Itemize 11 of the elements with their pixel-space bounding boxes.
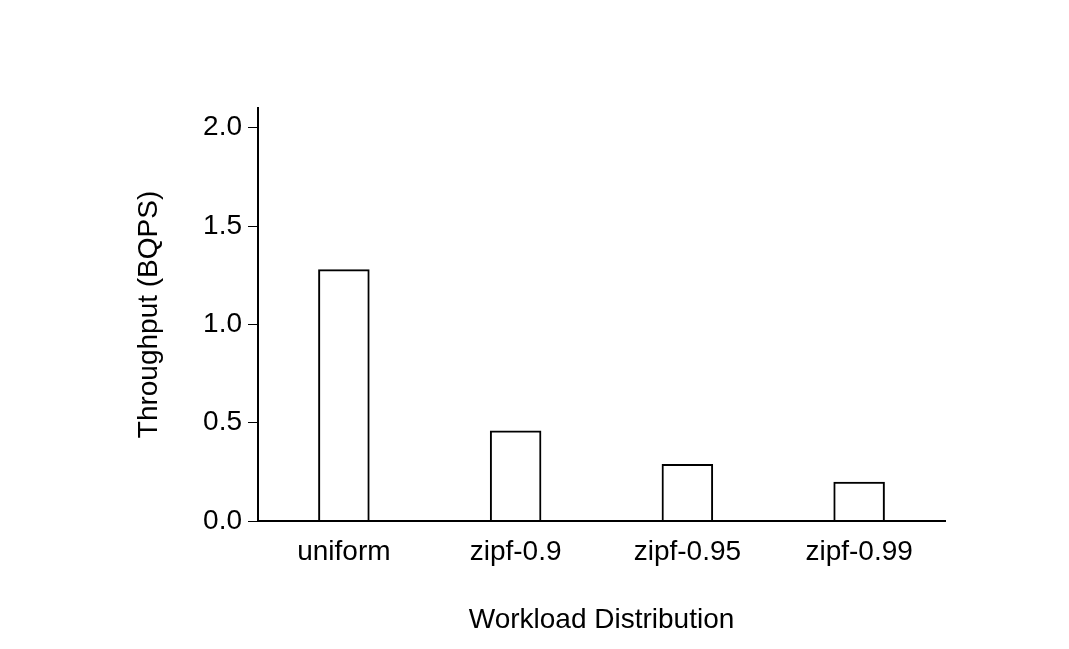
- y-tick-label: 0.0: [203, 503, 242, 535]
- y-tick-label: 1.5: [203, 208, 242, 240]
- y-axis-title: Throughput (BQPS): [131, 190, 163, 439]
- x-tick-label: uniform: [297, 534, 391, 566]
- x-tick-label: zipf-0.95: [633, 534, 742, 566]
- y-tick-label: 2.0: [203, 110, 242, 142]
- x-tick-label: zipf-0.99: [805, 534, 913, 566]
- y-tick-label: 0.5: [203, 405, 242, 437]
- y-tick-label: 1.0: [203, 307, 242, 339]
- x-tick-label: zipf-0.9: [469, 534, 562, 566]
- x-axis-title: Workload Distribution: [468, 602, 735, 634]
